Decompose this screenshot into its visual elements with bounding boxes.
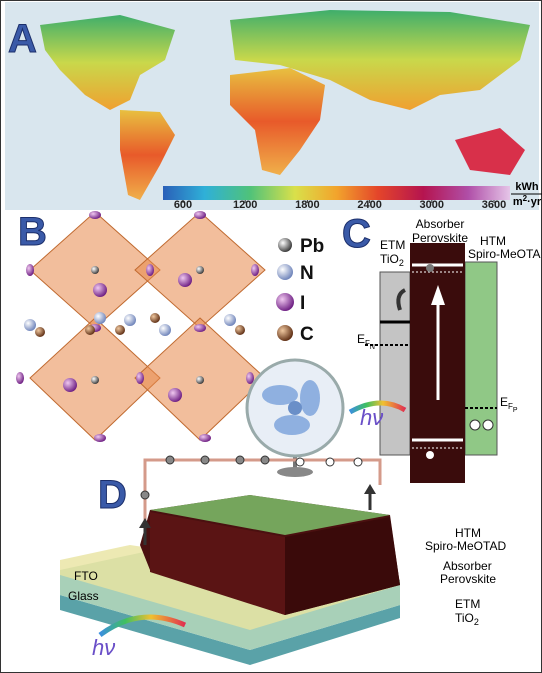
figure: 600 1200 1800 2400 3000 3600 kWh m2·yr A B Pb… <box>0 0 542 673</box>
panel-label: A <box>8 17 37 61</box>
legend-label: I <box>300 293 305 314</box>
absorber-label: Absorber <box>416 217 465 231</box>
panel-label: D <box>98 473 127 517</box>
absorber-label: Perovskite <box>412 231 468 245</box>
htm-label: HTM <box>480 234 506 248</box>
legend-label: N <box>300 263 314 284</box>
legend-label: Pb <box>300 236 324 257</box>
fto-label: FTO <box>74 569 98 583</box>
panel-label: B <box>18 210 47 254</box>
solar-map: 600 1200 1800 2400 3000 3600 kWh m2·yr <box>5 2 542 211</box>
panel-label: C <box>342 212 371 256</box>
colorbar <box>163 186 510 200</box>
htm-label: Spiro-MeOTA <box>468 247 540 261</box>
unit-bottom: m2·yr <box>513 194 542 208</box>
absorber-label: Perovskite <box>440 572 496 586</box>
etm-label: ETM <box>455 597 480 611</box>
absorber-label: Absorber <box>443 559 492 573</box>
htm-label: HTM <box>455 526 481 540</box>
colorbar-tick-label: 3000 <box>420 199 444 211</box>
photon-label: hν <box>360 405 383 430</box>
colorbar-tick-label: 2400 <box>357 199 381 211</box>
glass-label: Glass <box>68 589 99 603</box>
etm-label: ETM <box>380 238 405 252</box>
htm-label: Spiro-MeOTAD <box>425 539 506 553</box>
legend-label: C <box>300 324 314 345</box>
photon-label: hν <box>92 635 115 660</box>
colorbar-tick-label: 600 <box>174 199 192 211</box>
colorbar-tick-label: 3600 <box>482 199 506 211</box>
colorbar-tick-label: 1800 <box>295 199 319 211</box>
unit-top: kWh <box>515 181 539 193</box>
colorbar-tick-label: 1200 <box>233 199 257 211</box>
